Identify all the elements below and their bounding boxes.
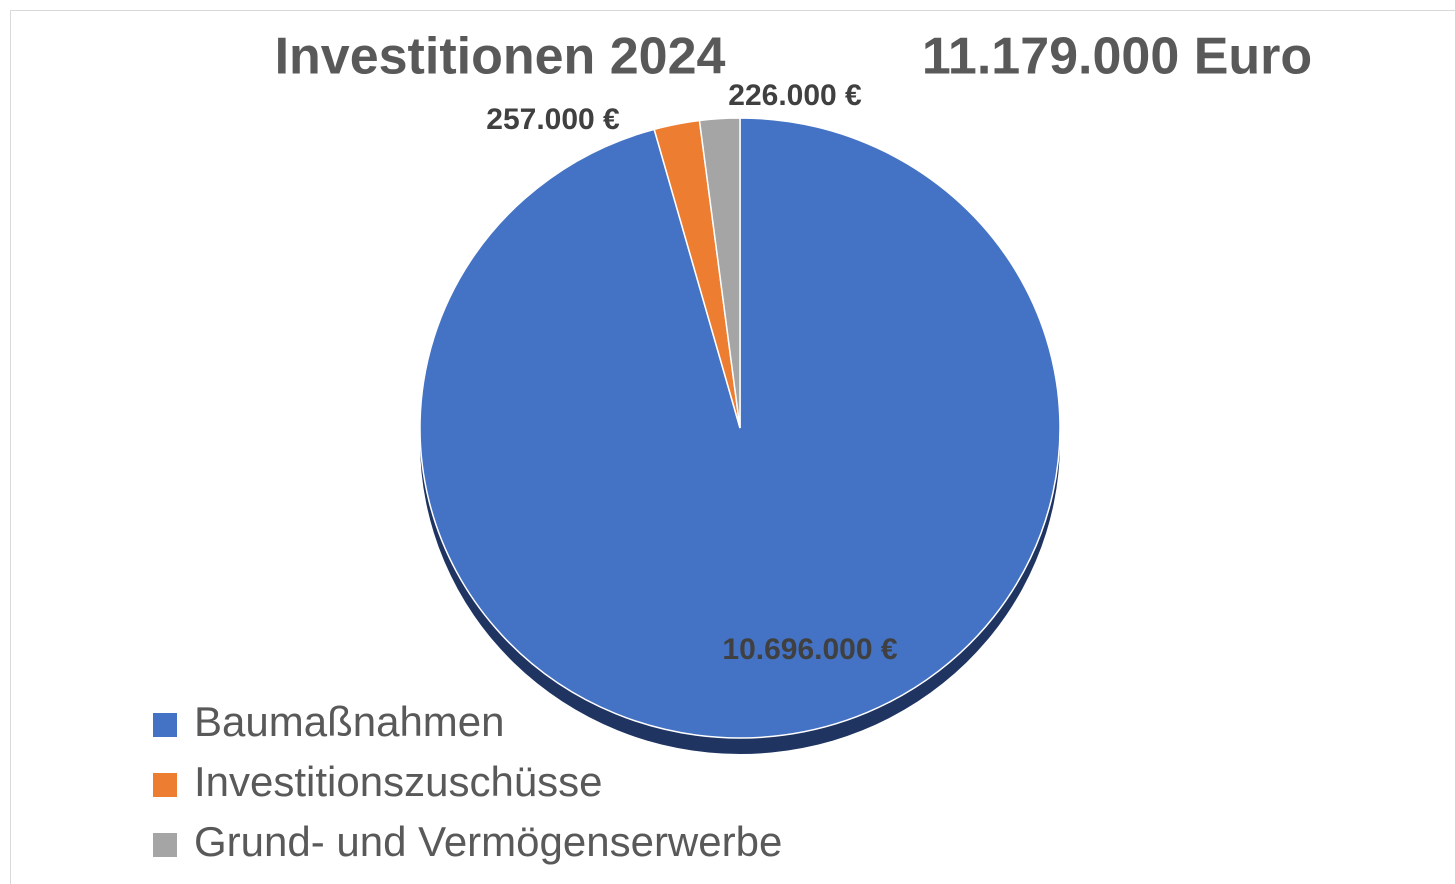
chart-subtitle: 11.179.000 Euro xyxy=(922,28,1312,86)
data-label: 226.000 € xyxy=(728,79,862,112)
legend-label: Grund- und Vermögenserwerbe xyxy=(194,818,782,865)
legend-swatch xyxy=(153,773,177,797)
legend-swatch xyxy=(153,833,177,857)
legend-label: Investitionszuschüsse xyxy=(194,758,603,805)
legend-swatch xyxy=(153,713,177,737)
data-label: 257.000 € xyxy=(486,103,620,136)
legend-label: Baumaßnahmen xyxy=(194,698,505,745)
pie-slice xyxy=(698,117,741,429)
data-label: 10.696.000 € xyxy=(722,633,897,666)
chart-title: Investitionen 2024 xyxy=(275,28,726,86)
